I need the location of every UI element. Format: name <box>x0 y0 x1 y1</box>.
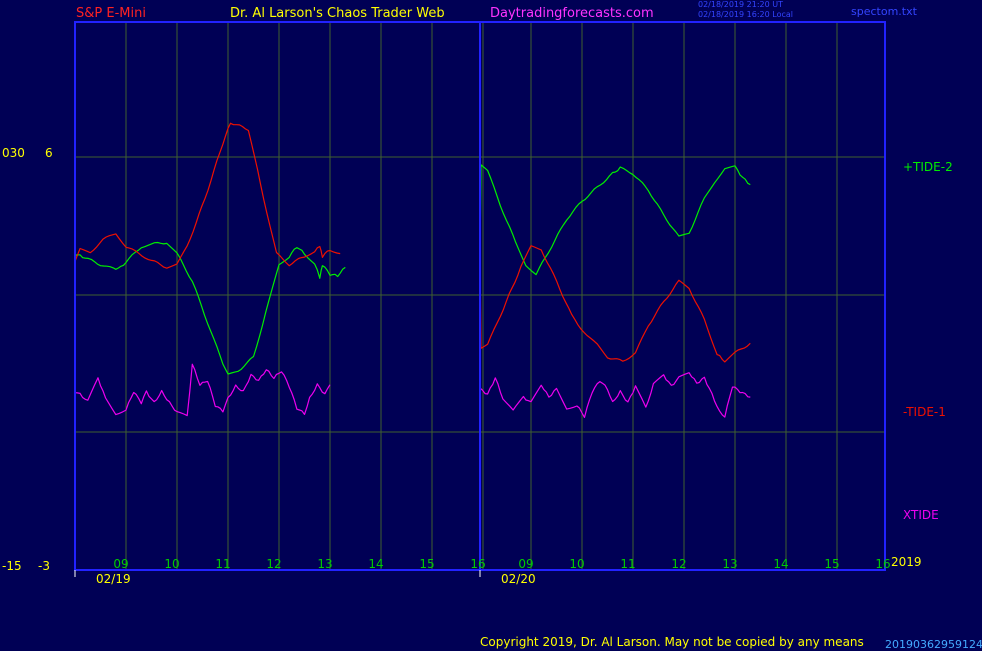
legend-tide1: -TIDE-1 <box>903 405 946 419</box>
hour-tick-label: 10 <box>569 557 584 571</box>
hour-tick-label: 12 <box>266 557 281 571</box>
timestamp-ut: 02/18/2019 21:20 UT <box>698 0 783 9</box>
series-line-tide1 <box>74 122 341 269</box>
footer-code: 20190362959124 <box>885 638 982 651</box>
date-tick-label: 02/19 <box>96 572 131 586</box>
hour-tick-label: 14 <box>773 557 788 571</box>
hour-tick-label: 16 <box>875 557 890 571</box>
y-lower-label-b: -3 <box>38 559 50 573</box>
site-link[interactable]: Daytradingforecasts.com <box>490 6 654 21</box>
file-name: spectom.txt <box>851 5 917 18</box>
series-line-xtide <box>74 363 331 417</box>
y-upper-label-b: 6 <box>45 146 53 160</box>
year-label: 2019 <box>891 555 922 569</box>
hour-tick-label: 16 <box>470 557 485 571</box>
series-line-tide1 <box>479 245 751 363</box>
series-line-tide2 <box>74 241 346 375</box>
hour-tick-label: 10 <box>164 557 179 571</box>
chart-series <box>74 122 751 418</box>
hour-tick-label: 09 <box>518 557 533 571</box>
series-line-tide2 <box>479 164 751 276</box>
series-line-xtide <box>479 372 751 418</box>
hour-tick-label: 15 <box>419 557 434 571</box>
instrument-label: S&P E-Mini <box>76 6 146 21</box>
hour-tick-label: 13 <box>722 557 737 571</box>
date-tick-label: 02/20 <box>501 572 536 586</box>
chart-frame <box>74 21 886 571</box>
y-upper-label-a: 030 <box>2 146 25 160</box>
y-lower-label-a: -15 <box>2 559 22 573</box>
hour-tick-label: 09 <box>113 557 128 571</box>
hour-tick-label: 15 <box>824 557 839 571</box>
copyright: Copyright 2019, Dr. Al Larson. May not b… <box>480 635 864 649</box>
hour-tick-label: 12 <box>671 557 686 571</box>
hour-tick-label: 13 <box>317 557 332 571</box>
legend-tide2: +TIDE-2 <box>903 160 953 174</box>
hour-tick-label: 14 <box>368 557 383 571</box>
hour-tick-label: 11 <box>620 557 635 571</box>
author-label: Dr. Al Larson's Chaos Trader Web <box>230 6 445 21</box>
hour-tick-label: 11 <box>215 557 230 571</box>
legend-xtide: XTIDE <box>903 508 939 522</box>
timestamp-local: 02/18/2019 16:20 Local <box>698 10 793 19</box>
